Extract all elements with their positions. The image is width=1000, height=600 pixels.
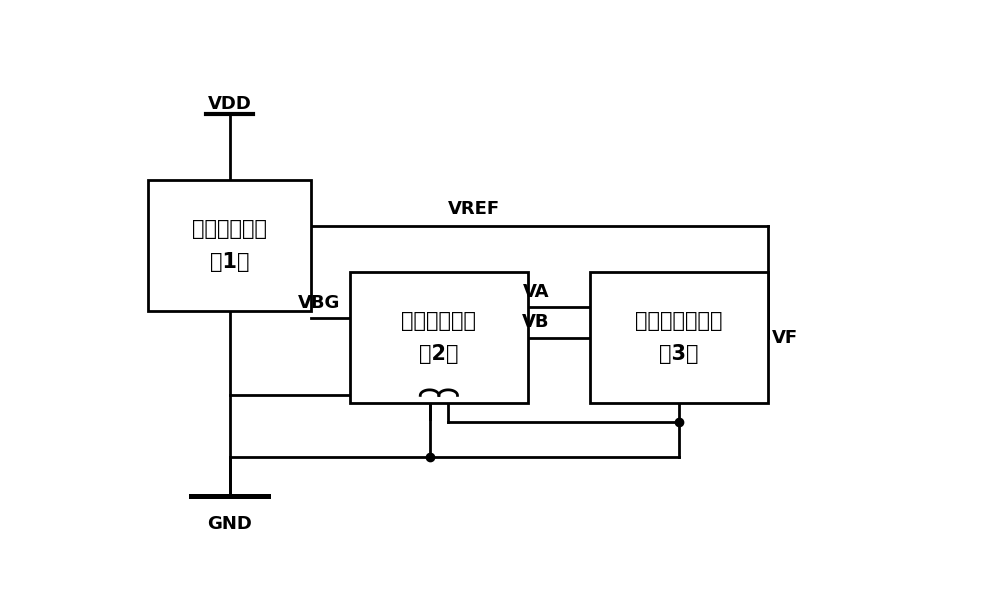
Text: VB: VB <box>522 313 550 331</box>
Text: 带隙核心单元
（2）: 带隙核心单元 （2） <box>401 311 476 364</box>
Bar <box>148 180 311 311</box>
Text: VA: VA <box>522 283 549 301</box>
Text: VDD: VDD <box>208 95 252 113</box>
Text: VBG: VBG <box>298 294 340 312</box>
Bar <box>590 272 768 403</box>
Bar <box>350 272 528 403</box>
Text: VREF: VREF <box>448 200 500 218</box>
Text: 电压调制单元
（1）: 电压调制单元 （1） <box>192 219 267 272</box>
Text: VF: VF <box>772 329 798 347</box>
Text: GND: GND <box>207 515 252 533</box>
Text: 运算放大器单元
（3）: 运算放大器单元 （3） <box>635 311 723 364</box>
